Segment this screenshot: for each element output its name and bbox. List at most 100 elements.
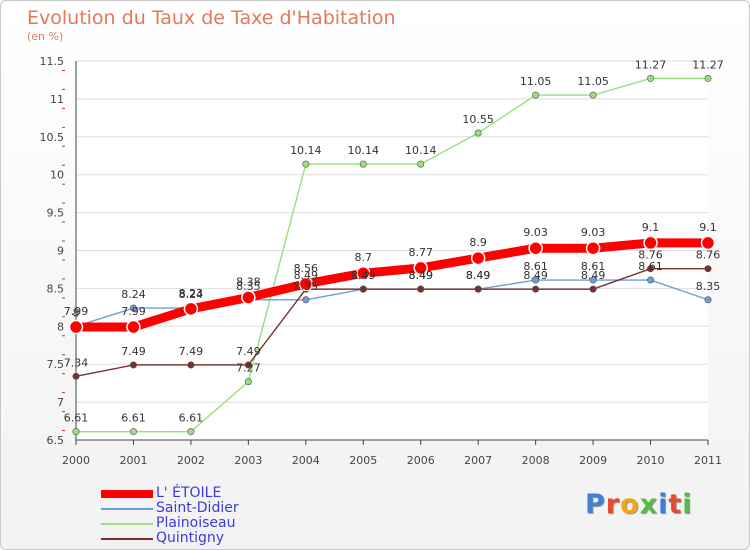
x-tick-label: 2007	[464, 454, 492, 467]
data-label: 8.23	[179, 287, 204, 300]
y-tick-label: 10.5	[40, 131, 65, 144]
data-label: 9.03	[581, 226, 606, 239]
x-tick-label: 2001	[119, 454, 147, 467]
data-label: 8.7	[355, 251, 373, 264]
y-tick-label: 8.5	[47, 282, 65, 295]
data-point	[643, 235, 658, 251]
data-label: 8.76	[696, 249, 721, 262]
data-label: 11.27	[635, 58, 667, 71]
data-label: 7.99	[64, 305, 89, 318]
data-label: 8.56	[294, 262, 319, 275]
data-label: 8.61	[581, 260, 606, 273]
data-label: 8.49	[466, 269, 491, 282]
data-point	[474, 285, 482, 293]
legend-label: Quintigny	[156, 530, 225, 546]
data-label: 7.99	[121, 305, 146, 318]
data-point	[72, 428, 80, 436]
data-label: 7.27	[236, 362, 261, 375]
series-line-0	[71, 238, 713, 332]
data-label: 7.49	[236, 345, 261, 358]
y-tick-label: 11.5	[40, 55, 65, 68]
x-tick-label: 2003	[234, 454, 262, 467]
x-tick-label: 2011	[694, 454, 722, 467]
x-tick-label: 2006	[407, 454, 435, 467]
data-label: 8.61	[638, 260, 663, 273]
legend-label: Plainoiseau	[156, 515, 236, 531]
data-point	[183, 301, 199, 317]
data-label: 8.76	[638, 249, 663, 262]
y-tick-label: 10	[50, 169, 64, 182]
legend-item: Saint-Didier	[101, 501, 361, 516]
data-point	[413, 260, 428, 276]
x-tick-label: 2002	[177, 454, 205, 467]
legend-swatch	[101, 490, 153, 498]
data-point	[241, 290, 256, 305]
data-label: 8.49	[351, 269, 376, 282]
data-label: 11.05	[520, 75, 552, 88]
data-label: 8.24	[179, 288, 204, 301]
data-label: 6.61	[64, 412, 89, 425]
data-label: 8.49	[408, 269, 433, 282]
x-tick-label: 2000	[62, 454, 90, 467]
data-point	[129, 428, 137, 436]
data-point	[585, 240, 601, 256]
logo-letter: o	[620, 489, 640, 520]
data-point	[532, 91, 540, 99]
axis-layer: 6.5 7 7.5 8 8.5 9 9.5 10 10.5 11 11.5 2000 2001 2002 2…	[40, 55, 723, 467]
data-label: 8.61	[523, 260, 548, 273]
data-point	[72, 372, 80, 380]
chart-title: Evolution du Taux de Taxe d'Habitation	[27, 7, 396, 29]
data-label: 8.35	[236, 280, 261, 293]
data-point	[187, 361, 195, 369]
x-tick-label: 2009	[579, 454, 607, 467]
data-point	[359, 160, 367, 168]
logo-letter: x	[639, 489, 659, 520]
data-point	[470, 250, 486, 266]
data-label: 8.24	[121, 288, 146, 301]
data-label: 8	[73, 306, 80, 319]
y-tick-label: 7	[57, 396, 64, 409]
legend-swatch	[101, 523, 153, 525]
data-point	[126, 319, 141, 335]
data-label: 8.49	[466, 269, 491, 282]
data-label: 7.49	[179, 345, 204, 358]
data-label: 9.1	[699, 221, 717, 234]
series-layer	[68, 74, 716, 436]
data-label: 8.35	[696, 280, 721, 293]
y-tick-label: 7.5	[47, 358, 65, 371]
data-label: 9.03	[523, 226, 548, 239]
data-point	[528, 240, 543, 256]
y-tick-label: 6.5	[47, 434, 65, 447]
data-label: 8.38	[236, 275, 261, 288]
data-label: 11.05	[577, 75, 609, 88]
data-point	[704, 296, 712, 304]
data-label: 9.1	[642, 221, 660, 234]
data-point	[68, 319, 84, 335]
logo-letter: i	[682, 489, 693, 520]
data-label: 10.14	[348, 144, 380, 157]
data-point	[704, 74, 712, 82]
data-point	[589, 285, 597, 293]
data-label: 8.35	[294, 280, 319, 293]
chart-subtitle: (en %)	[27, 30, 64, 43]
y-tick-label: 9	[57, 245, 64, 258]
data-label-layer: 6.61 6.61 6.61 7.27 10.14 10.14 10.14 10.55 11.0…	[64, 58, 724, 424]
x-tick-label: 2005	[349, 454, 377, 467]
data-label: 8.49	[523, 269, 548, 282]
data-label: 10.55	[462, 113, 494, 126]
data-point	[417, 160, 425, 168]
data-label: 8.49	[408, 269, 433, 282]
data-point	[704, 265, 712, 273]
x-tick-label: 2010	[637, 454, 665, 467]
x-tick-label: 2008	[522, 454, 550, 467]
series-line-2	[75, 77, 709, 433]
data-point	[356, 265, 371, 281]
data-point	[302, 296, 310, 304]
data-point	[298, 276, 314, 292]
logo-letter: t	[668, 489, 683, 520]
data-label: 11.27	[692, 58, 724, 71]
data-label: 6.61	[121, 412, 146, 425]
series-line-3	[75, 267, 709, 378]
data-point	[359, 285, 367, 293]
data-point	[647, 74, 655, 82]
